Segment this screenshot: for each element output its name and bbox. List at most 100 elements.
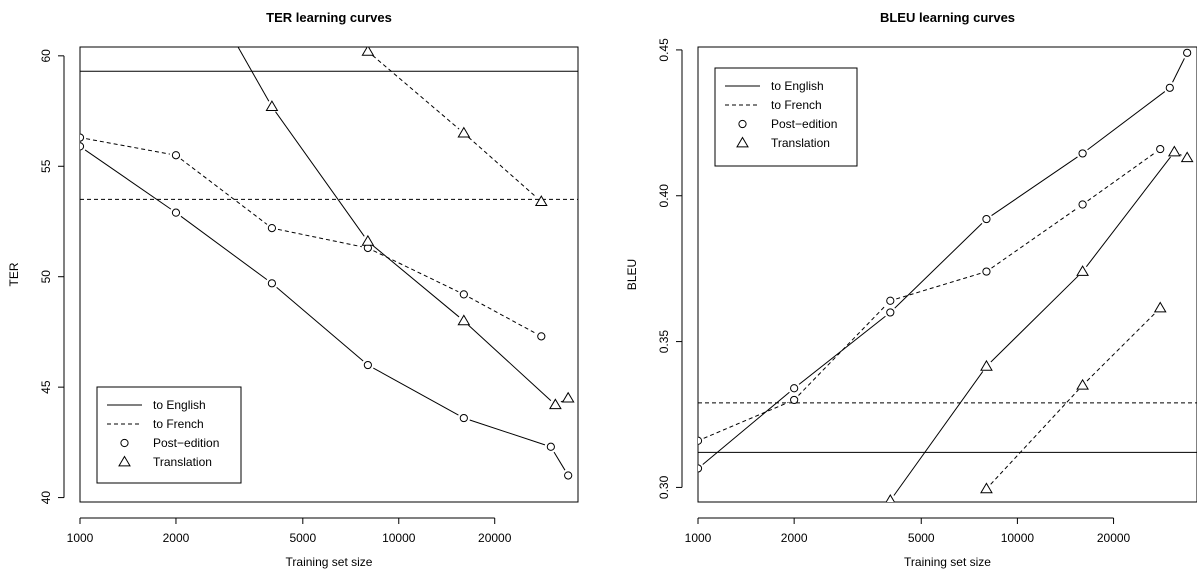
ter-series-line-to-french-translation [372,55,460,130]
bleu-series-line-to-english-translation [1085,156,1171,267]
bleu-point-to-french-post-edition [886,296,895,305]
ter-legend-label-to-french: to French [153,417,204,431]
ter-series-line-to-french-post-edition [277,228,362,248]
ter-point-to-french-post-edition [171,151,181,160]
bleu-point-to-french-post-edition [1156,144,1165,154]
ter-series-line-to-english-translation [237,47,270,102]
ter-legend-label-translation: Translation [153,455,212,469]
bleu-x-tick-label: 1000 [685,531,712,545]
bleu-legend-label-to-english: to English [771,79,824,93]
bleu-point-to-english-translation [885,494,895,502]
bleu-series-line-to-french-post-edition [896,272,981,300]
bleu-plot-frame [697,46,1197,503]
ter-y-tick-label: 45 [39,380,53,394]
ter-point-to-english-post-edition [459,413,468,423]
ter-point-to-french-post-edition [537,332,546,341]
ter-series-line-to-english-post-edition [276,286,364,362]
ter-series-line-to-english-post-edition [180,215,268,281]
bleu-point-to-french-translation [1076,378,1089,390]
bleu-series-line-to-english-post-edition [702,391,790,465]
ter-x-tick-label: 10000 [382,531,416,545]
ter-y-tick-label: 60 [39,49,53,63]
bleu-series-line-to-english-post-edition [991,156,1078,217]
bleu-legend-label-post-edition: Post−edition [771,117,837,131]
ter-x-axis-label: Training set size [286,555,373,569]
bleu-legend-label-translation: Translation [771,136,830,150]
bleu-point-to-french-post-edition [698,436,703,445]
bleu-y-tick-label: 0.30 [657,475,671,499]
ter-series-line-to-french-post-edition [180,158,268,225]
bleu-x-tick-label: 10000 [1001,531,1035,545]
bleu-legend-label-to-french: to French [771,98,822,112]
bleu-series-line-to-french-post-edition [703,401,789,439]
ter-legend-swatch-translation [118,455,131,467]
ter-x-tick-label: 1000 [67,531,94,545]
bleu-point-to-french-post-edition [790,395,799,405]
bleu-point-to-english-post-edition [886,308,895,317]
ter-legend-swatch-post-edition [120,438,129,448]
bleu-legend-box [714,67,858,167]
bleu-x-axis-label: Training set size [904,555,991,569]
bleu-point-to-english-translation [980,359,993,371]
bleu-series-line-to-english-post-edition [894,223,983,309]
ter-point-to-english-translation [457,314,471,326]
bleu-point-to-english-post-edition [1183,48,1192,57]
bleu-x-tick-label: 20000 [1097,531,1131,545]
bleu-point-to-english-post-edition [1165,83,1174,92]
ter-series-line-to-english-translation [560,400,563,403]
ter-legend-label-to-english: to English [153,398,206,412]
ter-point-to-english-translation [561,391,575,403]
ter-point-to-english-post-edition [564,471,573,480]
bleu-chart: BLEU learning curves Training set size B… [625,10,1197,569]
bleu-series-line-to-french-post-edition [1087,152,1156,202]
ter-point-to-french-post-edition [267,224,277,233]
bleu-y-axis-label: BLEU [625,259,639,290]
bleu-x-tick-label: 2000 [781,531,808,545]
ter-y-tick-label: 55 [39,159,53,173]
ter-series-line-to-english-translation [372,244,460,318]
bleu-legend-swatch-translation [736,136,749,148]
bleu-x-tick-label: 5000 [908,531,935,545]
bleu-point-to-english-post-edition [1078,149,1087,158]
bleu-legend: to English to French Post−edition Translati… [714,67,858,167]
bleu-point-to-english-translation [1180,151,1194,163]
ter-point-to-english-post-edition [171,208,181,217]
bleu-point-to-english-translation [1076,265,1089,276]
bleu-point-to-english-translation [1167,145,1181,157]
bleu-chart-title: BLEU learning curves [880,10,1015,25]
bleu-series-line-to-english-post-edition [798,315,886,385]
ter-legend-box [96,386,242,484]
ter-x-tick-label: 5000 [289,531,316,545]
ter-point-to-french-translation [361,47,375,56]
bleu-point-to-french-translation [1153,301,1167,313]
ter-y-tick-label: 40 [39,491,53,505]
ter-series-line-to-english-translation [275,111,365,237]
bleu-point-to-english-post-edition [698,464,703,473]
bleu-series-line-to-french-translation [990,389,1079,485]
ter-point-to-french-post-edition [459,290,468,299]
bleu-point-to-french-translation [980,482,993,494]
ter-x-tick-label: 2000 [163,531,190,545]
bleu-point-to-english-post-edition [982,214,991,224]
ter-y-tick-label: 50 [39,270,53,284]
ter-point-to-french-translation [457,126,471,138]
bleu-series-line-to-english-translation [1179,154,1182,156]
ter-legend-label-post-edition: Post−edition [153,436,219,450]
ter-point-to-english-post-edition [267,279,277,288]
ter-y-axis-label: TER [7,262,21,286]
ter-plot-frame [79,46,579,503]
ter-plot-area [80,47,578,480]
ter-point-to-english-translation [361,234,375,246]
ter-point-to-english-post-edition [546,442,555,451]
ter-series-line-to-french-translation [468,136,537,198]
bleu-series-line-to-english-translation [990,275,1079,363]
bleu-series-line-to-french-post-edition [991,207,1078,269]
ter-series-line-to-english-post-edition [84,149,172,210]
ter-series-line-to-english-post-edition [553,451,566,471]
ter-point-to-english-translation [549,398,562,410]
ter-x-tick-label: 20000 [478,531,512,545]
ter-series-line-to-english-post-edition [373,367,459,416]
bleu-series-line-to-english-post-edition [1172,58,1185,83]
bleu-legend-swatch-post-edition [738,119,747,129]
ter-point-to-english-post-edition [363,360,372,370]
